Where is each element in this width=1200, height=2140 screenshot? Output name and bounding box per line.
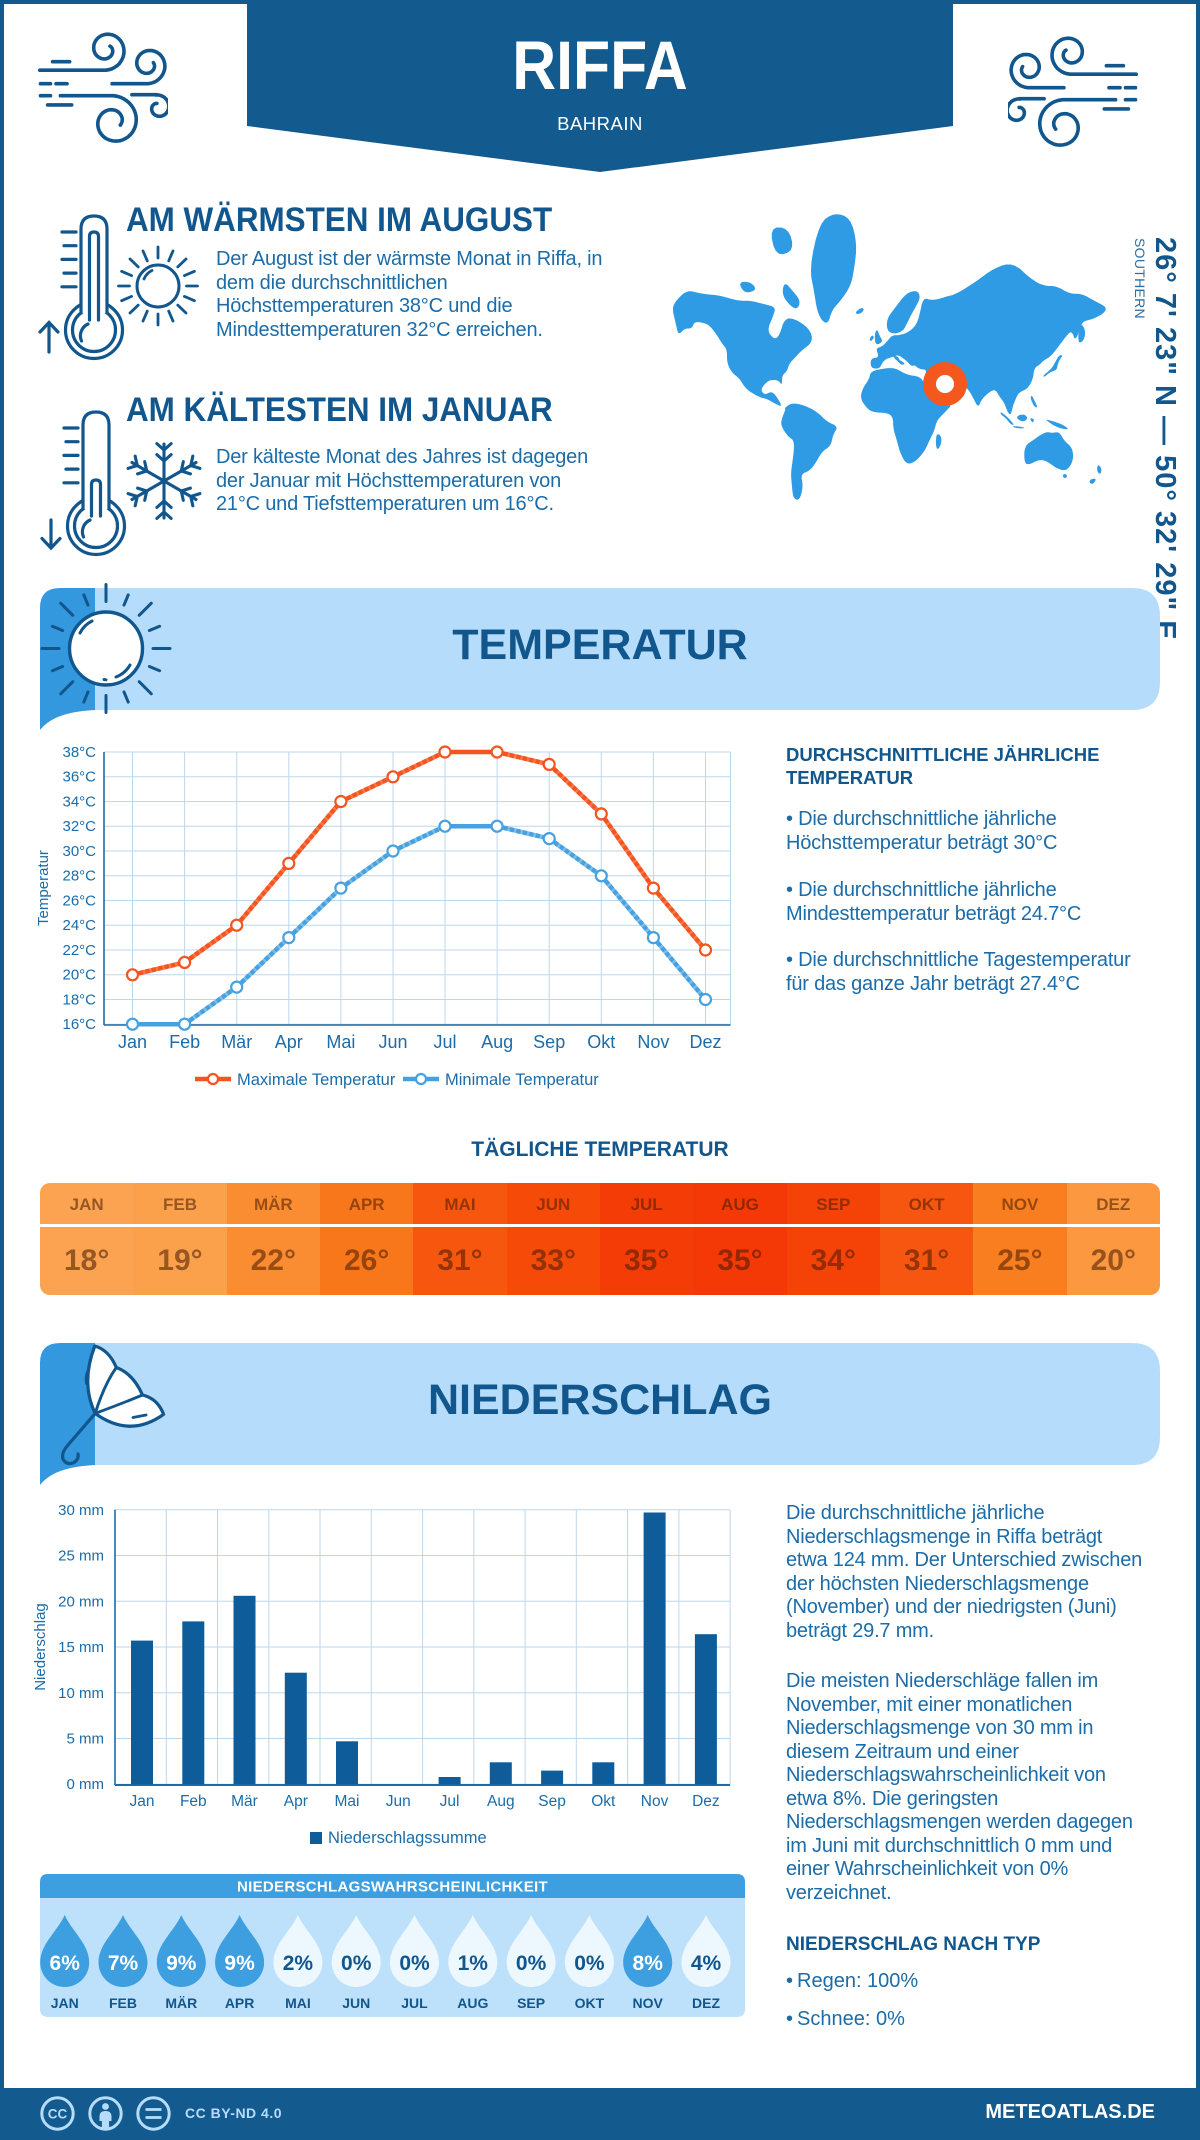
svg-text:Okt: Okt [591,1793,616,1810]
svg-text:20°C: 20°C [62,967,96,984]
svg-text:6%: 6% [50,1952,81,1975]
svg-text:36°C: 36°C [62,769,96,786]
svg-text:Jul: Jul [433,1032,456,1052]
svg-text:Nov: Nov [637,1032,669,1052]
svg-text:FEB: FEB [109,1995,137,2011]
svg-text:APR: APR [225,1995,255,2011]
svg-text:Jan: Jan [118,1032,147,1052]
svg-text:NIEDERSCHLAGSWAHRSCHEINLICHKEI: NIEDERSCHLAGSWAHRSCHEINLICHKEIT [237,1879,548,1896]
svg-text:CC: CC [48,2107,68,2122]
svg-text:Jan: Jan [130,1793,155,1810]
svg-text:AUG: AUG [457,1995,488,2011]
svg-text:22°C: 22°C [62,942,96,959]
svg-text:Nov: Nov [641,1793,669,1810]
svg-text:0%: 0% [574,1952,605,1975]
svg-text:Jun: Jun [378,1032,407,1052]
svg-text:JUN: JUN [342,1995,370,2011]
svg-text:9%: 9% [224,1952,255,1975]
svg-text:Aug: Aug [481,1032,513,1052]
svg-text:26°C: 26°C [62,892,96,909]
svg-text:Minimale Temperatur: Minimale Temperatur [445,1071,599,1089]
svg-text:Jun: Jun [386,1793,411,1810]
svg-text:Okt: Okt [587,1032,615,1052]
svg-text:JUL: JUL [401,1995,428,2011]
svg-text:Temperatur: Temperatur [35,850,52,926]
svg-text:15 mm: 15 mm [58,1639,104,1656]
svg-text:20 mm: 20 mm [58,1593,104,1610]
svg-text:Feb: Feb [180,1793,207,1810]
svg-text:0 mm: 0 mm [67,1776,105,1793]
svg-text:Apr: Apr [275,1032,303,1052]
svg-text:Feb: Feb [169,1032,200,1052]
svg-text:Jul: Jul [440,1793,460,1810]
svg-text:Mär: Mär [231,1793,258,1810]
svg-text:1%: 1% [458,1952,489,1975]
svg-text:Maximale Temperatur: Maximale Temperatur [237,1071,396,1089]
svg-text:Apr: Apr [284,1793,308,1810]
svg-text:9%: 9% [166,1952,197,1975]
svg-text:Niederschlag: Niederschlag [32,1603,49,1691]
svg-text:10 mm: 10 mm [58,1685,104,1702]
svg-text:30°C: 30°C [62,843,96,860]
svg-text:Niederschlagssumme: Niederschlagssumme [328,1829,487,1847]
svg-text:25 mm: 25 mm [58,1548,104,1565]
svg-text:0%: 0% [516,1952,547,1975]
svg-text:7%: 7% [108,1952,139,1975]
svg-text:38°C: 38°C [62,744,96,761]
svg-text:Dez: Dez [689,1032,721,1052]
svg-text:Aug: Aug [487,1793,515,1810]
svg-text:Mai: Mai [335,1793,360,1810]
svg-text:Sep: Sep [533,1032,565,1052]
svg-text:NOV: NOV [633,1995,664,2011]
svg-text:0%: 0% [341,1952,372,1975]
svg-text:5 mm: 5 mm [67,1731,105,1748]
svg-text:8%: 8% [633,1952,664,1975]
svg-text:24°C: 24°C [62,917,96,934]
svg-text:34°C: 34°C [62,793,96,810]
svg-text:Mai: Mai [326,1032,355,1052]
svg-text:DEZ: DEZ [692,1995,720,2011]
svg-text:2%: 2% [283,1952,314,1975]
svg-text:MAI: MAI [285,1995,311,2011]
svg-text:16°C: 16°C [62,1016,96,1033]
svg-text:0%: 0% [399,1952,430,1975]
svg-text:MÄR: MÄR [165,1995,197,2011]
svg-text:Dez: Dez [692,1793,720,1810]
svg-text:OKT: OKT [575,1995,605,2011]
svg-text:18°C: 18°C [62,991,96,1008]
svg-text:28°C: 28°C [62,868,96,885]
svg-text:4%: 4% [691,1952,722,1975]
svg-text:JAN: JAN [51,1995,79,2011]
svg-text:Sep: Sep [538,1793,566,1810]
svg-text:30 mm: 30 mm [58,1502,104,1519]
svg-text:Mär: Mär [221,1032,252,1052]
svg-text:32°C: 32°C [62,818,96,835]
svg-text:SEP: SEP [517,1995,545,2011]
